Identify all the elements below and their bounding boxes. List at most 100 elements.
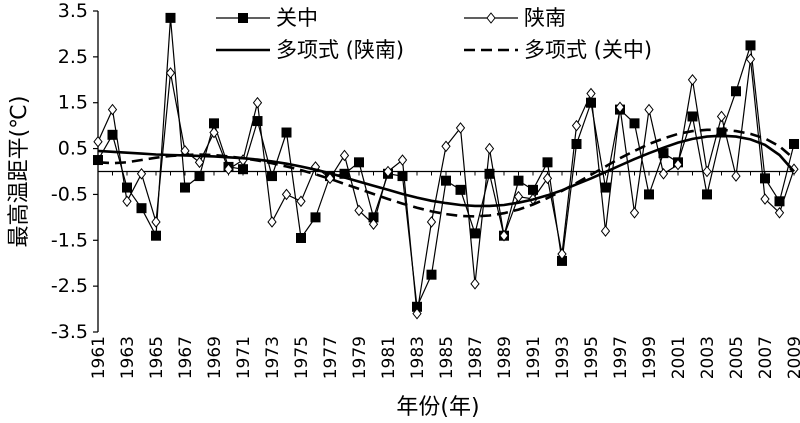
point-shannan — [615, 101, 625, 114]
x-tick-label: 2009 — [785, 336, 800, 379]
point-guanzhong — [470, 228, 480, 239]
point-shannan — [673, 158, 683, 171]
point-shannan — [267, 216, 277, 228]
point-shannan — [252, 96, 263, 109]
x-tick-label: 1991 — [524, 336, 544, 379]
point-guanzhong — [586, 97, 596, 108]
point-guanzhong — [165, 12, 176, 23]
point-guanzhong — [107, 129, 118, 140]
point-shannan — [484, 142, 495, 155]
legend-marker-diamond — [486, 12, 496, 24]
point-shannan — [339, 149, 350, 162]
y-tick-label: 2.5 — [58, 46, 88, 68]
point-guanzhong — [339, 168, 350, 179]
y-tick-label: 3.5 — [58, 0, 88, 22]
point-shannan — [209, 126, 219, 139]
point-guanzhong — [209, 118, 219, 129]
point-guanzhong — [122, 182, 132, 193]
x-tick-label: 1993 — [553, 336, 573, 379]
x-tick-label: 1965 — [147, 336, 167, 379]
x-tick-label: 1969 — [205, 336, 225, 379]
point-shannan — [122, 195, 132, 208]
point-shannan — [557, 248, 567, 260]
point-shannan — [93, 135, 103, 148]
point-shannan — [426, 216, 437, 228]
point-guanzhong — [658, 148, 669, 159]
point-shannan — [165, 67, 176, 79]
point-shannan — [716, 110, 727, 123]
y-tick-label: -2.5 — [51, 275, 88, 297]
point-guanzhong — [687, 111, 698, 122]
point-shannan — [325, 172, 335, 185]
x-tick-label: 1983 — [408, 336, 428, 379]
point-shannan — [542, 172, 553, 185]
point-shannan — [136, 167, 147, 180]
point-guanzhong — [760, 173, 770, 184]
point-shannan — [194, 156, 205, 169]
point-shannan — [455, 122, 466, 134]
point-guanzhong — [629, 118, 640, 129]
series-line-2 — [97, 134, 795, 208]
x-tick-label: 1995 — [582, 336, 602, 379]
point-shannan — [368, 218, 379, 231]
point-guanzhong — [238, 164, 248, 175]
point-shannan — [644, 103, 654, 116]
point-shannan — [354, 204, 364, 217]
point-shannan — [441, 140, 451, 153]
x-tick-label: 2003 — [698, 336, 718, 379]
point-shannan — [600, 225, 611, 237]
x-tick-label: 2001 — [669, 336, 689, 379]
point-guanzhong — [484, 168, 495, 179]
point-guanzhong — [542, 157, 553, 168]
point-guanzhong — [528, 184, 538, 195]
point-shannan — [499, 229, 509, 242]
point-shannan — [296, 195, 306, 208]
point-guanzhong — [513, 175, 524, 186]
x-tick-label: 1997 — [611, 336, 631, 379]
point-shannan — [731, 170, 741, 182]
legend-label-2: 多项式 (陕南) — [276, 38, 404, 62]
x-tick-label: 1981 — [379, 336, 399, 379]
point-guanzhong — [716, 127, 727, 138]
x-axis: 1961 1963 1965 1967 1969 1971 1973 1975 1977 1979… — [89, 170, 800, 379]
point-guanzhong — [774, 196, 785, 207]
legend-label-3: 多项式 (关中) — [524, 38, 652, 62]
point-guanzhong — [93, 155, 103, 166]
point-guanzhong — [731, 86, 741, 97]
point-guanzhong — [600, 182, 611, 193]
point-guanzhong — [310, 212, 321, 223]
point-guanzhong — [194, 171, 205, 182]
point-guanzhong — [368, 212, 379, 223]
legend-label-0: 关中 — [276, 6, 318, 30]
point-guanzhong — [180, 182, 190, 193]
point-guanzhong — [455, 184, 466, 195]
series-line-1 — [97, 59, 795, 314]
point-shannan — [397, 154, 408, 166]
y-tick-label: -0.5 — [51, 183, 88, 205]
point-guanzhong — [412, 301, 422, 312]
point-shannan — [571, 119, 582, 132]
x-tick-label: 2007 — [756, 336, 776, 379]
point-shannan — [107, 103, 118, 116]
x-tick-label: 1963 — [118, 336, 138, 379]
point-shannan — [223, 163, 234, 176]
point-shannan — [687, 73, 698, 86]
y-tick-label: -1.5 — [51, 229, 88, 251]
point-guanzhong — [644, 189, 654, 200]
point-guanzhong — [745, 40, 756, 51]
point-shannan — [760, 193, 770, 205]
point-guanzhong — [441, 175, 451, 186]
point-shannan — [383, 165, 393, 178]
point-shannan — [470, 278, 480, 290]
point-guanzhong — [426, 269, 437, 280]
x-tick-label: 1975 — [292, 336, 312, 379]
y-tick-label: -3.5 — [51, 321, 88, 343]
point-guanzhong — [571, 138, 582, 149]
x-tick-label: 1999 — [640, 336, 660, 379]
point-guanzhong — [136, 203, 147, 214]
point-shannan — [412, 307, 422, 320]
point-guanzhong — [267, 171, 277, 182]
x-tick-label: 1971 — [234, 336, 254, 379]
x-tick-label: 1987 — [466, 336, 486, 379]
